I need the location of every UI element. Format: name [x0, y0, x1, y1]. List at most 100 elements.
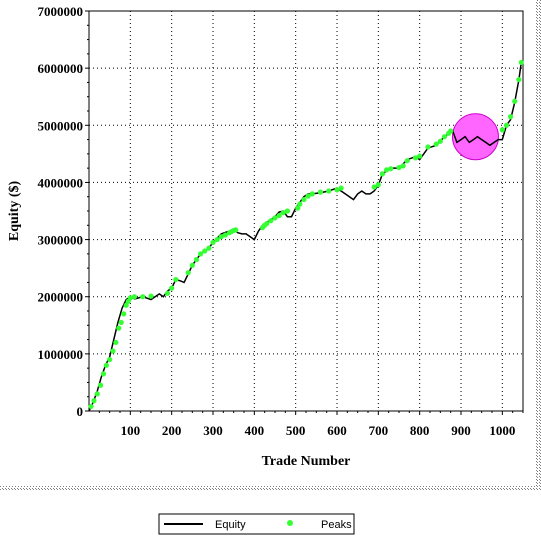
x-tick-label: 900: [451, 423, 471, 438]
legend-box: [158, 513, 355, 535]
x-tick-label: 100: [121, 423, 141, 438]
right-divider: [536, 0, 541, 490]
legend-peaks-label: Peaks: [321, 519, 352, 531]
peak-point: [116, 325, 122, 331]
x-tick-label: 600: [327, 423, 347, 438]
x-tick-label: 500: [286, 423, 306, 438]
peak-point: [272, 215, 278, 221]
series-layer: [88, 59, 524, 412]
peak-point: [193, 256, 200, 263]
peak-point: [371, 184, 377, 190]
peak-point: [441, 134, 448, 140]
peak-point: [284, 208, 290, 214]
legend-peaks-swatch: [287, 520, 293, 526]
y-tick-label: 7000000: [38, 4, 84, 19]
peak-point: [107, 356, 113, 363]
peak-point: [173, 276, 179, 283]
peak-point: [425, 144, 431, 150]
peak-point: [233, 227, 239, 233]
peak-point: [518, 59, 524, 66]
grid-lines: [89, 11, 523, 411]
peak-point: [508, 114, 514, 120]
peak-point: [301, 196, 307, 203]
peak-point: [148, 293, 154, 299]
peak-point: [297, 201, 303, 207]
peak-point: [334, 187, 340, 193]
peak-point: [295, 205, 301, 211]
peak-point: [375, 182, 381, 188]
drawdown-highlight-circle: [451, 113, 499, 161]
peak-point: [379, 171, 386, 177]
x-tick-label: 200: [162, 423, 182, 438]
y-tick-label: 4000000: [38, 175, 84, 190]
peak-point: [206, 245, 212, 251]
x-tick-label: 1000: [489, 423, 515, 438]
peak-point: [276, 212, 282, 219]
y-tick-label: 2000000: [38, 290, 84, 305]
peak-point: [305, 193, 311, 199]
peak-point: [97, 382, 104, 388]
peak-point: [512, 98, 518, 104]
plot-area: [88, 10, 524, 412]
peak-point: [127, 295, 133, 301]
peak-point: [185, 270, 191, 276]
x-axis-title: Trade Number: [262, 454, 351, 469]
x-tick-label: 400: [245, 423, 265, 438]
peak-point: [218, 234, 224, 240]
peak-point: [516, 76, 522, 83]
peak-point: [123, 302, 129, 308]
peak-point: [103, 362, 109, 368]
peak-point: [88, 403, 94, 410]
y-axis-title: Equity ($): [7, 181, 22, 242]
peak-point: [169, 285, 175, 291]
peak-point: [404, 158, 410, 164]
bottom-divider: [0, 486, 541, 491]
peak-point: [210, 239, 216, 246]
peak-point: [268, 218, 274, 224]
peak-point: [131, 294, 138, 300]
peak-point: [388, 166, 394, 172]
peak-point: [100, 371, 107, 377]
peak-point: [309, 191, 315, 197]
x-tick-label: 700: [369, 423, 389, 438]
peak-point: [113, 339, 119, 346]
peak-point: [214, 236, 220, 243]
y-tick-label: 3000000: [38, 233, 84, 248]
legend-equity-label: Equity: [215, 519, 246, 531]
y-tick-label: 1000000: [38, 347, 84, 362]
peak-point: [412, 155, 419, 161]
peak-point: [384, 167, 390, 173]
peak-point: [121, 311, 127, 317]
peak-point: [317, 189, 324, 195]
highlight-layer: [451, 113, 499, 161]
peak-point: [433, 141, 439, 147]
peak-point: [110, 348, 116, 354]
y-tick-label: 5000000: [38, 118, 84, 133]
peak-point: [448, 128, 454, 134]
peak-point: [222, 232, 228, 238]
x-tick-label: 300: [203, 423, 223, 438]
peak-point: [198, 251, 204, 257]
peak-point: [202, 248, 208, 254]
peak-point: [264, 220, 270, 227]
y-tick-label: 0: [77, 404, 84, 419]
peak-point: [189, 262, 195, 268]
peak-point: [400, 163, 406, 169]
peak-point: [338, 185, 344, 191]
peak-point: [417, 153, 423, 159]
legend: Equity Peaks: [158, 513, 355, 535]
x-tick-label: 800: [410, 423, 430, 438]
axes: 100 200 300 400 500 600 700 800 900 1000 0 1000000 2…: [38, 4, 524, 438]
peak-point: [91, 398, 97, 404]
peak-point: [280, 210, 286, 216]
peak-point: [503, 122, 510, 128]
peak-point: [94, 391, 100, 397]
peak-point: [118, 319, 124, 326]
peak-point: [164, 290, 171, 296]
peak-point: [140, 294, 146, 300]
peak-point: [396, 164, 402, 171]
peak-point: [499, 127, 505, 133]
peak-point: [437, 138, 443, 144]
y-tick-label: 6000000: [38, 61, 84, 76]
